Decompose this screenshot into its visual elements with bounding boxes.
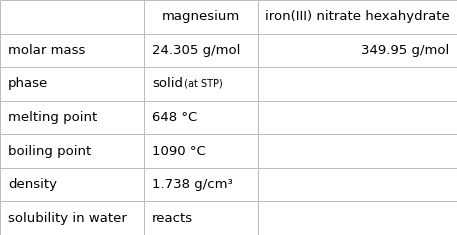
Text: 1090 °C: 1090 °C [152, 145, 206, 158]
Text: melting point: melting point [8, 111, 97, 124]
Text: phase: phase [8, 77, 48, 90]
Text: magnesium: magnesium [162, 10, 240, 23]
Text: 1.738 g/cm³: 1.738 g/cm³ [152, 178, 233, 191]
Text: iron(III) nitrate hexahydrate: iron(III) nitrate hexahydrate [265, 10, 450, 23]
Text: reacts: reacts [152, 212, 193, 225]
Text: molar mass: molar mass [8, 44, 85, 57]
Text: density: density [8, 178, 57, 191]
Text: (at STP): (at STP) [181, 79, 223, 89]
Text: solid: solid [152, 77, 183, 90]
Text: 648 °C: 648 °C [152, 111, 197, 124]
Text: 24.305 g/mol: 24.305 g/mol [152, 44, 240, 57]
Text: boiling point: boiling point [8, 145, 91, 158]
Text: 349.95 g/mol: 349.95 g/mol [361, 44, 449, 57]
Text: solubility in water: solubility in water [8, 212, 127, 225]
